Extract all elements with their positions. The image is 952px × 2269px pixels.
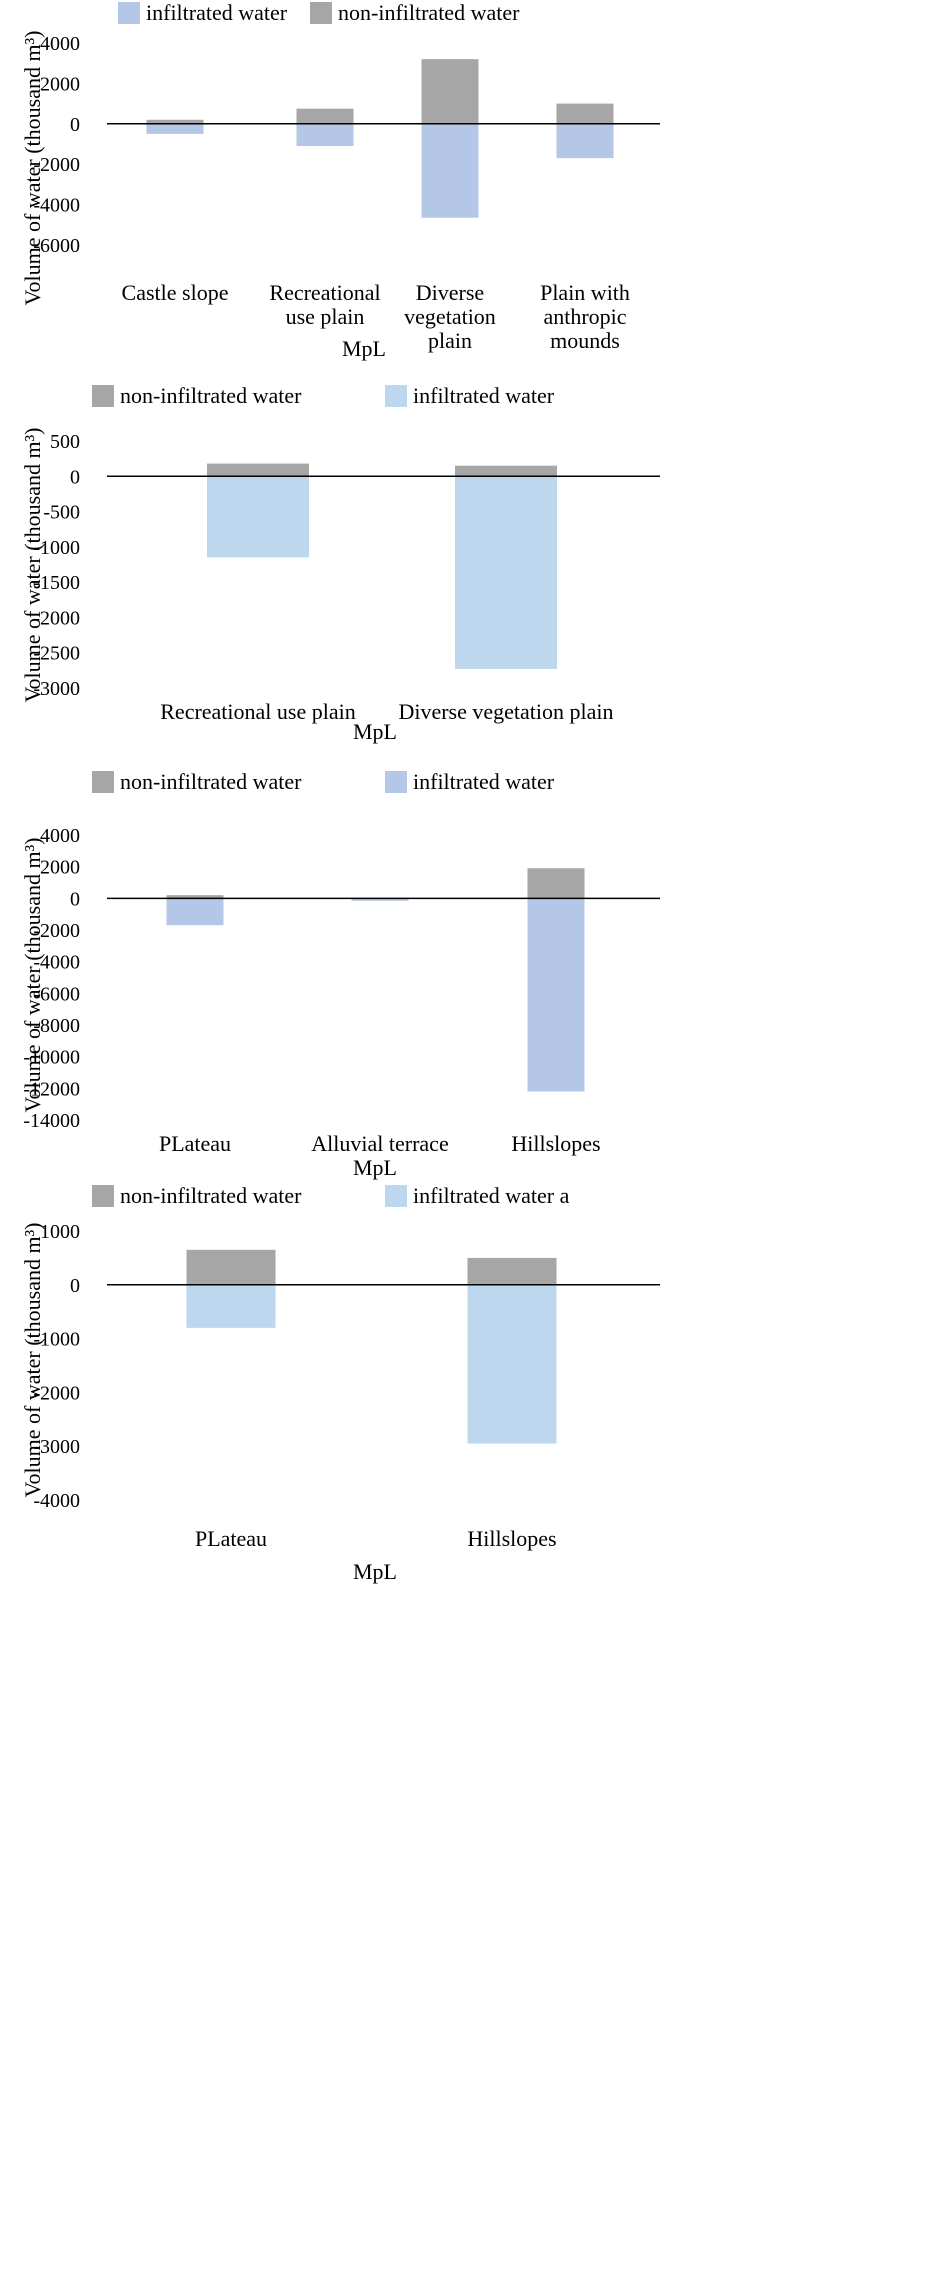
category-label: PLateau (159, 1131, 231, 1156)
category-label: Castle slope (122, 280, 229, 305)
category-label: Recreational use plain (160, 699, 355, 724)
legend-label: non-infiltrated water (120, 769, 302, 794)
y-tick-label: -2000 (33, 607, 80, 629)
bar (296, 108, 354, 124)
y-tick-label: -6000 (33, 235, 80, 257)
legend-swatch (385, 771, 407, 793)
bar (455, 465, 557, 477)
bar (146, 123, 204, 134)
y-tick-label: -3000 (33, 1436, 80, 1458)
category-label: Hillslopes (467, 1526, 556, 1551)
y-tick-label: 2000 (40, 73, 80, 95)
legend-label: non-infiltrated water (120, 1183, 302, 1208)
y-tick-label: 0 (70, 1275, 80, 1297)
category-label: Diverse vegetation plain (398, 699, 613, 724)
y-tick-label: -6000 (33, 983, 80, 1005)
y-tick-label: -8000 (33, 1015, 80, 1037)
bar (207, 476, 309, 558)
category-label: anthropic (543, 304, 626, 329)
bar (527, 898, 585, 1092)
category-label: Plain with (540, 280, 630, 305)
category-label: vegetation (404, 304, 496, 329)
chart-2: non-infiltrated water infiltrated water 50… (20, 383, 660, 744)
bar (467, 1257, 557, 1285)
bar (166, 898, 224, 926)
legend-label: infiltrated water a (413, 1183, 570, 1208)
bar (186, 1284, 276, 1328)
y-tick-label: -14000 (23, 1110, 80, 1132)
y-tick-label: -4000 (33, 952, 80, 974)
bar (527, 868, 585, 899)
y-tick-label: 0 (70, 888, 80, 910)
y-tick-label: 2000 (40, 857, 80, 879)
y-tick-label: -2000 (33, 1382, 80, 1404)
legend-label: non-infiltrated water (338, 0, 520, 25)
legend-label: infiltrated water (413, 383, 555, 408)
bar (421, 59, 479, 124)
category-label: mounds (550, 328, 620, 353)
y-tick-label: -4000 (33, 1490, 80, 1512)
chart-3: non-infiltrated water infiltrated water 40… (20, 769, 660, 1180)
y-tick-label: -500 (43, 502, 80, 524)
y-tick-label: -1000 (33, 537, 80, 559)
y-axis-label: Volume of water (thousand m³) (20, 427, 45, 702)
y-tick-label: 1000 (40, 1221, 80, 1243)
x-axis-label: MpL (353, 1559, 397, 1584)
bar (556, 103, 614, 124)
legend-swatch (92, 385, 114, 407)
x-axis-label: MpL (353, 1155, 397, 1180)
category-label: Recreational (269, 280, 380, 305)
x-axis-label: MpL (342, 336, 386, 361)
bar (207, 463, 309, 477)
bar (296, 123, 354, 147)
category-label: use plain (286, 304, 365, 329)
y-tick-label: 500 (50, 431, 80, 453)
bar (146, 119, 204, 124)
bar (421, 123, 479, 218)
y-tick-label: -1000 (33, 1329, 80, 1351)
y-tick-label: -1500 (33, 572, 80, 594)
x-axis-label: MpL (353, 719, 397, 744)
category-label: Diverse (416, 280, 484, 305)
legend-label: infiltrated water (413, 769, 555, 794)
bar (467, 1284, 557, 1444)
y-tick-label: 0 (70, 114, 80, 136)
chart-4: non-infiltrated water infiltrated water a… (20, 1183, 660, 1584)
y-tick-label: -10000 (23, 1047, 80, 1069)
y-tick-label: -3000 (33, 678, 80, 700)
bar (556, 123, 614, 159)
y-tick-label: -2000 (33, 154, 80, 176)
y-axis-label: Volume of water (thousand m³) (20, 30, 45, 305)
chart-1: infiltrated water non-infiltrated water 40… (20, 0, 660, 361)
legend-swatch (118, 2, 140, 24)
legend-swatch (92, 1185, 114, 1207)
y-tick-label: -2500 (33, 643, 80, 665)
legend-swatch (385, 1185, 407, 1207)
y-axis-label: Volume of water (thousand m³) (20, 837, 45, 1112)
y-tick-label: -4000 (33, 195, 80, 217)
legend-label: infiltrated water (146, 0, 288, 25)
bar (351, 898, 409, 901)
bar (455, 476, 557, 669)
category-label: Hillslopes (511, 1131, 600, 1156)
category-label: Alluvial terrace (311, 1131, 448, 1156)
y-axis-label: Volume of water (thousand m³) (20, 1222, 45, 1497)
legend-label: non-infiltrated water (120, 383, 302, 408)
category-label: plain (428, 328, 472, 353)
y-tick-label: -12000 (23, 1078, 80, 1100)
legend-swatch (92, 771, 114, 793)
legend-swatch (310, 2, 332, 24)
bar (166, 895, 224, 899)
y-tick-label: 4000 (40, 825, 80, 847)
legend-swatch (385, 385, 407, 407)
y-tick-label: -2000 (33, 920, 80, 942)
category-label: PLateau (195, 1526, 267, 1551)
bar (186, 1249, 276, 1285)
y-tick-label: 4000 (40, 33, 80, 55)
y-tick-label: 0 (70, 466, 80, 488)
